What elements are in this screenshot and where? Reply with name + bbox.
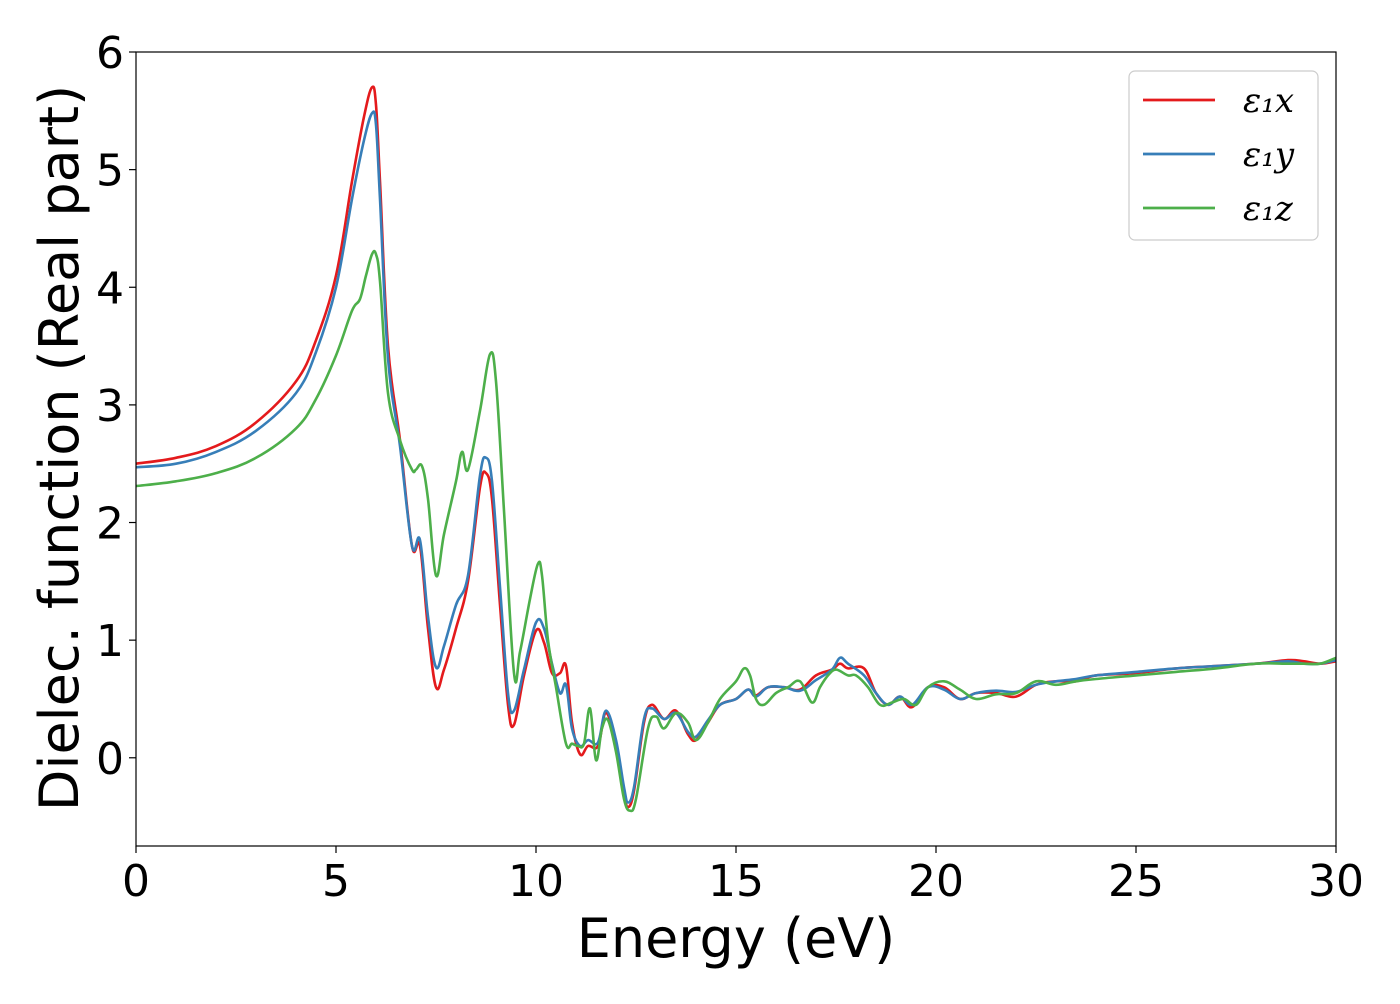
series-line-e1y [136,110,1336,804]
y-tick-label: 6 [96,28,124,79]
x-axis-title: Energy (eV) [577,907,896,970]
y-tick-label: 5 [96,146,124,197]
legend-label: ε₁x [1243,81,1294,121]
y-tick-label: 2 [96,499,124,550]
legend: ε₁x ε₁y ε₁z [1128,70,1319,241]
series-line-e1z [136,249,1336,813]
x-tick-label: 20 [908,856,964,907]
x-tick-label: 0 [122,856,150,907]
y-tick-label: 3 [96,381,124,432]
x-tick-label: 25 [1108,856,1164,907]
y-tick-label: 0 [96,734,124,785]
plot-lines [136,85,1336,813]
y-tick-label: 1 [96,616,124,667]
y-axis-title: Dielec. function (Real part) [28,85,91,811]
legend-label: ε₁y [1243,135,1295,175]
x-tick-label: 30 [1308,856,1364,907]
legend-box [1128,70,1319,241]
x-tick-label: 15 [708,856,764,907]
y-ticks: 0 1 2 3 4 5 6 [96,28,136,785]
legend-label: ε₁z [1243,189,1294,229]
x-tick-label: 10 [508,856,564,907]
x-tick-label: 5 [322,856,350,907]
x-ticks: 0 5 10 15 20 25 30 [122,846,1364,907]
y-tick-label: 4 [96,263,124,314]
